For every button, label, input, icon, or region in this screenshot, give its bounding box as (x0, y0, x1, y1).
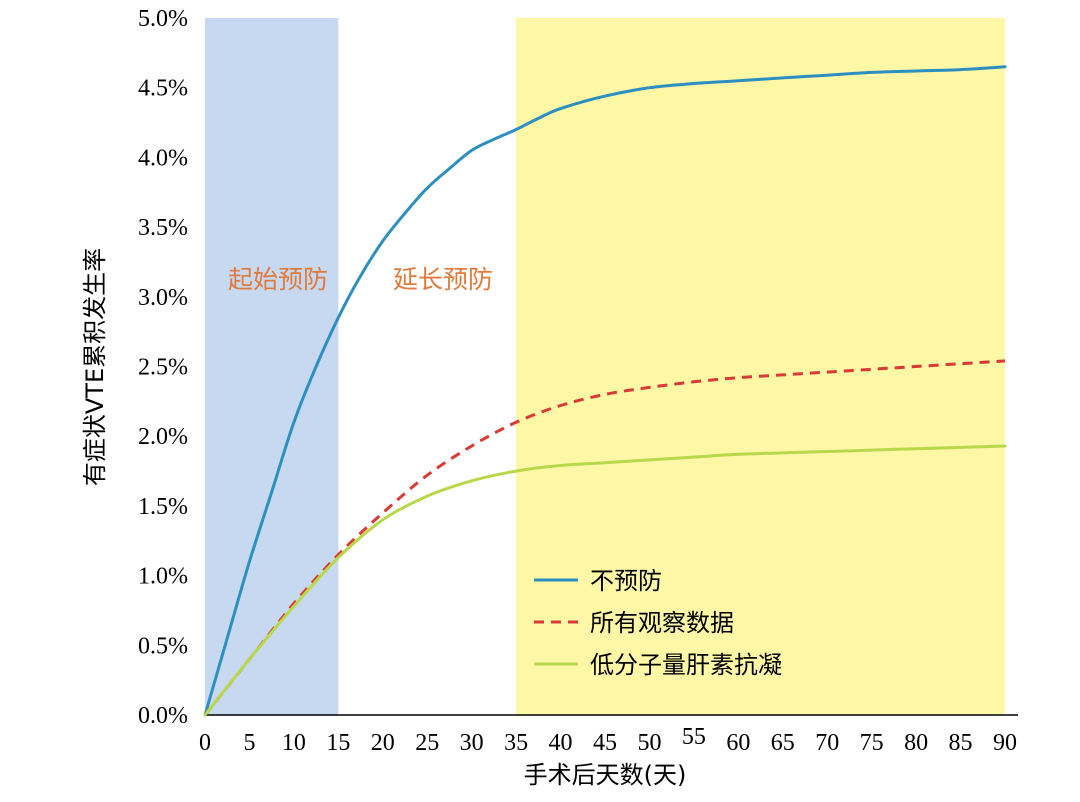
x-tick-label: 90 (993, 730, 1017, 756)
x-tick-label: 50 (637, 730, 661, 756)
regions-layer (205, 18, 1005, 715)
x-axis-title: 手术后天数(天) (524, 761, 687, 789)
y-tick-label: 2.5% (138, 355, 188, 381)
legend-label-2: 低分子量肝素抗凝 (590, 651, 782, 679)
y-tick-label: 3.0% (138, 285, 188, 311)
y-tick-label: 1.0% (138, 564, 188, 590)
x-tick-label: 75 (860, 730, 884, 756)
x-tick-label: 45 (593, 730, 617, 756)
x-tick-label: 20 (371, 730, 395, 756)
x-tick-label: 0 (199, 730, 211, 756)
x-tick-label: 5 (243, 730, 255, 756)
y-axis-title: 有症状VTE累积发生率 (81, 248, 109, 486)
x-tick-label: 70 (815, 730, 839, 756)
x-tick-label: 15 (326, 730, 350, 756)
y-tick-label: 0.5% (138, 633, 188, 659)
region-label-1: 延长预防 (393, 265, 493, 294)
legend-label-1: 所有观察数据 (590, 609, 734, 637)
x-tick-label: 85 (949, 730, 973, 756)
y-tick-label: 2.0% (138, 424, 188, 450)
series-layer (203, 65, 1007, 717)
legend-label-0: 不预防 (590, 567, 662, 595)
region-band-0 (205, 18, 339, 715)
y-tick-label: 0.0% (138, 703, 188, 729)
x-tick-label: 55 (682, 724, 706, 750)
region-label-0: 起始预防 (228, 265, 328, 294)
region-band-1 (516, 18, 1005, 715)
x-tick-label: 40 (549, 730, 573, 756)
y-tick-label: 4.5% (138, 76, 188, 102)
axes-layer: 0.0% 0.5% 1.0% 1.5% 2.0% 2.5% 3.0% 3.5% 4.0% 4.5%… (81, 6, 1018, 789)
x-tick-label: 60 (726, 730, 750, 756)
y-tick-label: 3.5% (138, 215, 188, 241)
series-line-0 (203, 65, 1007, 717)
x-tick-label: 30 (460, 730, 484, 756)
x-tick-label: 10 (282, 730, 306, 756)
y-tick-label: 1.5% (138, 494, 188, 520)
x-tick-label: 80 (904, 730, 928, 756)
x-tick-label: 35 (504, 730, 528, 756)
y-tick-label: 4.0% (138, 145, 188, 171)
x-tick-label: 65 (771, 730, 795, 756)
labels-layer: 起始预防 延长预防 (228, 265, 493, 294)
series-line-2 (203, 444, 1007, 717)
y-tick-label: 5.0% (138, 6, 188, 32)
x-tick-label: 25 (415, 730, 439, 756)
